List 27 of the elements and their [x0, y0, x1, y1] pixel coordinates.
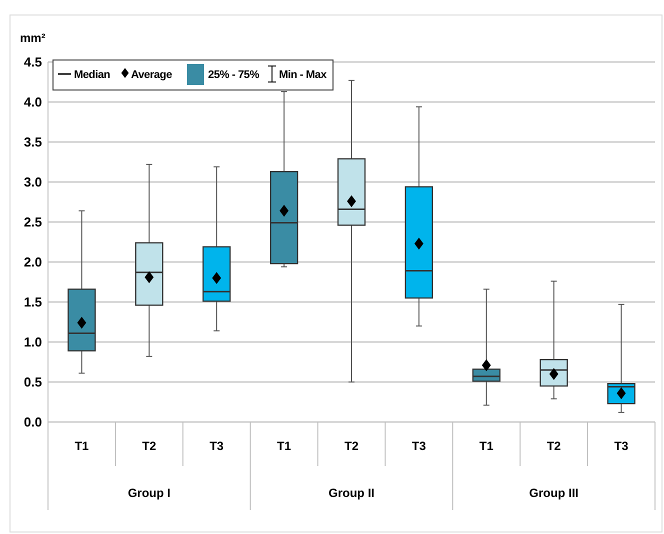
annotation: Min - Max — [279, 69, 328, 81]
x-tick-label: T1 — [74, 439, 90, 453]
x-tick-label: T3 — [210, 439, 224, 453]
x-tick-label: T2 — [142, 439, 156, 453]
x-tick-label: T1 — [277, 439, 292, 453]
annotation: Median — [74, 69, 111, 81]
annotation: Average — [131, 69, 172, 81]
x-tick-label: T2 — [546, 439, 562, 453]
y-tick-label: 3.0 — [24, 174, 42, 190]
y-tick-label: 1.5 — [24, 294, 42, 310]
x-tick-label: T1 — [479, 439, 494, 453]
x-tick-label: T3 — [614, 439, 629, 453]
x-tick-label: T3 — [412, 439, 426, 453]
y-tick-label: 1.0 — [24, 334, 42, 350]
y-tick-label: 2.5 — [24, 214, 42, 230]
x-tick-label: T2 — [344, 439, 359, 453]
annotation: 25% - 75% — [208, 69, 260, 81]
y-tick-label: 4.5 — [24, 54, 42, 70]
y-axis-title: mm² — [20, 31, 46, 45]
y-tick-label: 3.5 — [24, 134, 42, 150]
y-tick-label: 4.0 — [24, 94, 42, 110]
y-tick-label: 0.5 — [24, 374, 42, 390]
y-tick-label: 0.0 — [24, 414, 42, 430]
text: Group I — [128, 486, 171, 500]
text: Group III — [529, 486, 579, 500]
text: Group II — [328, 486, 374, 500]
y-tick-label: 2.0 — [24, 254, 42, 270]
